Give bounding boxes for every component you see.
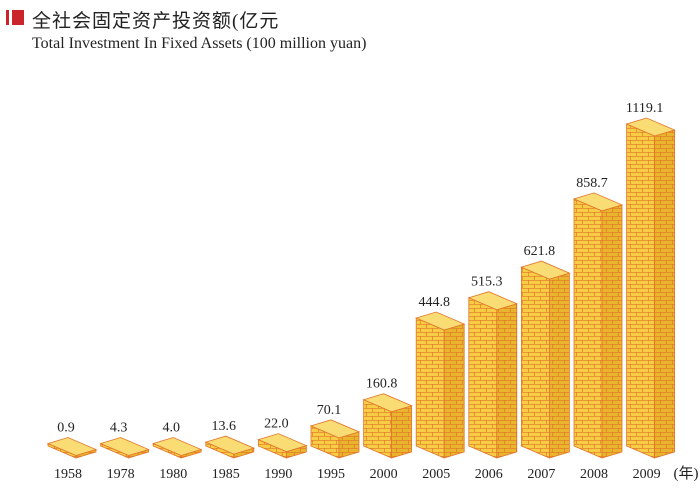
x-tick-2008: 2008: [580, 467, 608, 482]
bar-1978: [99, 437, 150, 459]
bar-2006: [467, 291, 518, 459]
bar-1985: [204, 435, 255, 459]
bar-top-2009: [625, 117, 676, 137]
bar-1980: [152, 437, 203, 459]
value-label-2008: 858.7: [576, 176, 608, 191]
x-tick-1980: 1980: [159, 467, 187, 482]
value-label-1985: 13.6: [212, 419, 237, 434]
bar-top-2007: [520, 260, 571, 280]
bar-2007: [520, 260, 571, 459]
value-label-1958: 0.9: [57, 421, 75, 436]
value-label-2000: 160.8: [366, 377, 398, 392]
value-label-1990: 22.0: [264, 417, 289, 432]
x-tick-2000: 2000: [370, 467, 398, 482]
value-label-2006: 515.3: [471, 275, 503, 290]
bar-2008: [572, 192, 624, 459]
bar-top-1958: [46, 437, 98, 456]
bar-1958: [46, 437, 98, 459]
accent-thin-stripe: [6, 10, 9, 25]
value-label-1995: 70.1: [317, 403, 342, 418]
accent-thick-stripe: [12, 10, 24, 25]
x-tick-1985: 1985: [212, 467, 240, 482]
x-tick-1990: 1990: [264, 467, 292, 482]
value-label-2007: 621.8: [524, 244, 556, 259]
bar-top-1978: [99, 437, 150, 456]
x-tick-1958: 1958: [54, 467, 82, 482]
bar-2000: [362, 393, 413, 459]
x-tick-1978: 1978: [107, 467, 135, 482]
bar-face-2006: [468, 297, 498, 459]
accent-bar-icon: [6, 10, 24, 25]
bar-side-2009: [654, 129, 675, 459]
value-label-1978: 4.3: [110, 421, 128, 436]
value-label-2005: 444.8: [418, 295, 450, 310]
bar-face-2007: [521, 266, 550, 459]
bar-1990: [257, 433, 308, 459]
bar-2009: [625, 117, 676, 459]
chart-title-en: Total Investment In Fixed Assets (100 mi…: [32, 35, 367, 52]
bar-side-2005: [443, 323, 465, 459]
chart-header: 全社会固定资产投资额(亿元 Total Investment In Fixed …: [0, 0, 700, 60]
bar-top-1985: [204, 435, 255, 455]
bars-group: [46, 117, 676, 459]
bar-top-2006: [467, 291, 518, 311]
bar-top-1980: [152, 437, 203, 456]
bar-1995: [309, 419, 361, 459]
x-tick-2005: 2005: [422, 467, 450, 482]
bar-top-2000: [362, 393, 413, 413]
x-tick-labels-group: 1958 1978 1980 1985 1990 1995 2000 2005 2006 2007…: [54, 467, 661, 482]
bar-2005: [415, 311, 466, 459]
bar-side-2008: [601, 204, 623, 459]
value-label-2009: 1119.1: [626, 101, 663, 116]
bar-side-2000: [391, 405, 413, 459]
x-tick-2009: 2009: [633, 467, 661, 482]
value-labels-group: 0.9 4.3 4.0 13.6 22.0 70.1 160.8 444.8 515.3 621.…: [57, 101, 663, 436]
chart-title-cn: 全社会固定资产投资额(亿元: [32, 11, 280, 32]
bar-side-2006: [496, 303, 518, 459]
x-axis-unit-label: (年): [674, 465, 699, 482]
bar-side-2007: [549, 272, 570, 459]
bar-top-2008: [572, 192, 624, 212]
bar-top-1990: [257, 433, 308, 453]
x-tick-2007: 2007: [527, 467, 555, 482]
bar-face-2005: [415, 317, 445, 459]
x-tick-2006: 2006: [475, 467, 503, 482]
bar-top-2005: [415, 311, 466, 331]
bar-face-2008: [573, 198, 603, 459]
bar-face-2009: [626, 123, 655, 459]
bar-top-1995: [309, 419, 361, 439]
value-label-1980: 4.0: [162, 421, 180, 436]
x-tick-1995: 1995: [317, 467, 345, 482]
